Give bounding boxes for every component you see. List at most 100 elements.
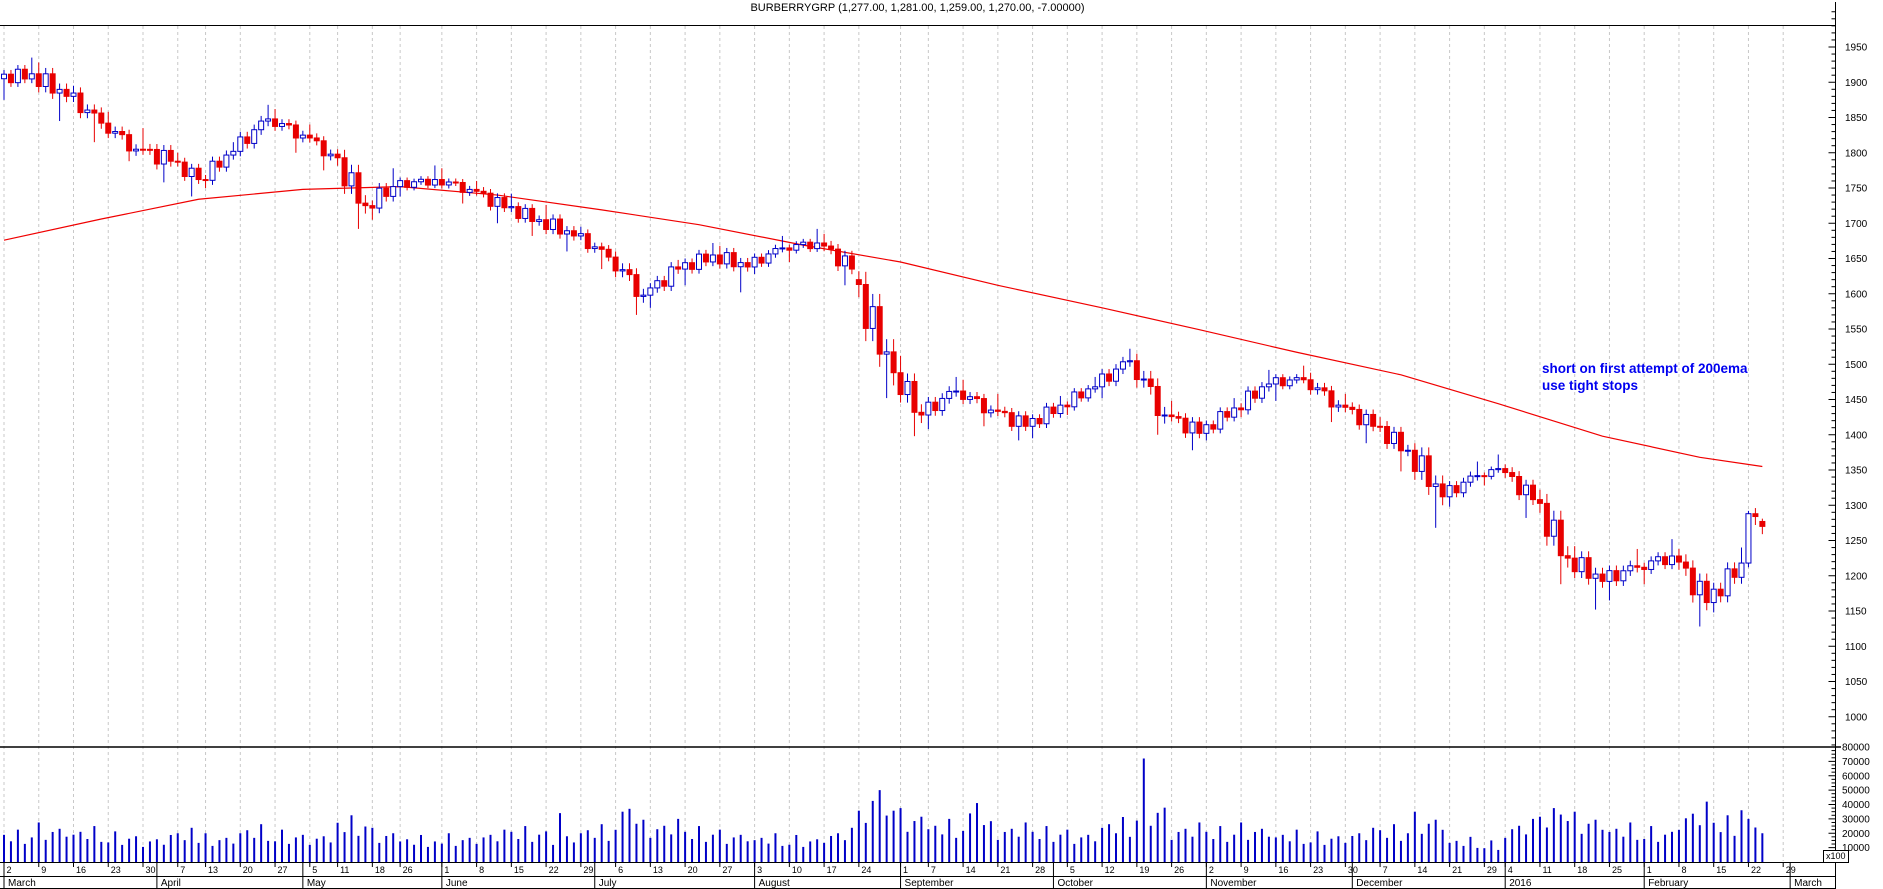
candle-body [1745, 513, 1752, 564]
candle-body [598, 246, 605, 250]
candle-body [466, 188, 473, 193]
candle-body [1578, 557, 1585, 573]
candle-body [570, 230, 577, 237]
candle-body [299, 134, 306, 139]
price-axis-label: 1850 [1845, 113, 1868, 124]
candle-body [1370, 413, 1377, 427]
candle-body [160, 149, 167, 165]
candle-body [702, 253, 709, 263]
candle-body [404, 180, 411, 188]
day-label: 11 [340, 865, 349, 875]
month-label: November [1210, 878, 1257, 889]
price-axis-label: 1750 [1845, 184, 1868, 195]
day-label: 1 [903, 865, 908, 875]
candle-body [1335, 404, 1342, 408]
day-label: 27 [722, 865, 732, 875]
candle-body [1043, 406, 1050, 425]
candle-body [953, 390, 960, 393]
day-label: 25 [1612, 865, 1622, 875]
candle-body [480, 190, 487, 194]
candle-body [744, 262, 751, 268]
candle-body [362, 202, 369, 207]
volume-multiplier-badge: x100 [1823, 850, 1849, 863]
candle-body [1029, 418, 1036, 427]
candle-body [126, 134, 133, 152]
day-label: 5 [1070, 865, 1075, 875]
day-label: 5 [312, 865, 317, 875]
candle-body [1300, 377, 1307, 381]
candle-body [675, 266, 682, 270]
trade-note-line2: use tight stops [1542, 378, 1639, 393]
candle-body [1071, 391, 1078, 408]
candle-body [932, 401, 939, 412]
month-label: April [161, 878, 181, 889]
candle-body [1147, 378, 1154, 387]
candle-body [1509, 472, 1516, 477]
candle-body [1557, 519, 1564, 557]
candle-body [487, 192, 494, 207]
candle-body [1265, 383, 1272, 388]
day-label: 7 [931, 865, 936, 875]
candle-body [146, 148, 153, 151]
candle-body [21, 68, 28, 80]
volume-axis-label: 20000 [1842, 829, 1870, 840]
day-label: 20 [243, 865, 253, 875]
candle-body [1363, 413, 1370, 426]
candle-body [689, 262, 696, 270]
candle-body [1210, 424, 1217, 430]
price-axis-label: 1100 [1845, 642, 1867, 653]
candle-body [1078, 391, 1085, 399]
candle-body [181, 161, 188, 177]
candle-body [1231, 407, 1238, 418]
day-label: 20 [688, 865, 698, 875]
candle-body [195, 167, 202, 181]
candle-body [265, 118, 272, 122]
candle-body [661, 280, 668, 287]
month-label: June [446, 878, 468, 889]
candle-body [1342, 404, 1349, 408]
candle-body [1724, 568, 1731, 597]
candle-body [244, 136, 251, 144]
candle-body [536, 219, 543, 222]
candle-body [98, 112, 105, 124]
candle-body [174, 160, 181, 163]
candle-body [91, 109, 98, 114]
candle-body [390, 186, 397, 197]
candle-body [835, 248, 841, 267]
volume-axis-label: 50000 [1842, 786, 1870, 797]
candle-body [1189, 421, 1196, 434]
price-axis-label: 1350 [1845, 466, 1868, 477]
candle-body [1536, 499, 1543, 504]
candle-body [1481, 475, 1488, 478]
candle-body [188, 167, 195, 177]
candle-body [320, 140, 327, 157]
candle-body [216, 160, 223, 168]
candle-body [1022, 415, 1029, 427]
candle-body [1474, 475, 1481, 478]
price-axis-label: 1650 [1845, 254, 1868, 265]
candle-body [1418, 455, 1425, 472]
candle-body [133, 148, 140, 152]
candle-body [1245, 390, 1252, 411]
candle-body [1502, 468, 1509, 474]
month-label: July [599, 878, 617, 889]
day-label: 23 [1313, 865, 1323, 875]
trade-note-annotation[interactable]: short on first attempt of 200ema use tig… [1542, 360, 1748, 394]
candle-body [1404, 449, 1411, 452]
candle-body [1599, 573, 1606, 582]
day-label: 19 [1139, 865, 1149, 875]
day-label: 23 [111, 865, 121, 875]
day-label: 6 [618, 865, 623, 875]
candle-body [1258, 386, 1265, 399]
candle-body [1530, 484, 1536, 501]
candle-body [730, 252, 737, 268]
candle-body [431, 179, 438, 186]
candle-body [751, 256, 758, 268]
candle-body [1217, 411, 1224, 430]
candle-body [327, 153, 334, 157]
day-label: 24 [861, 865, 871, 875]
candle-body [1293, 377, 1300, 381]
candle-body [619, 269, 626, 272]
day-label: 26 [403, 865, 413, 875]
